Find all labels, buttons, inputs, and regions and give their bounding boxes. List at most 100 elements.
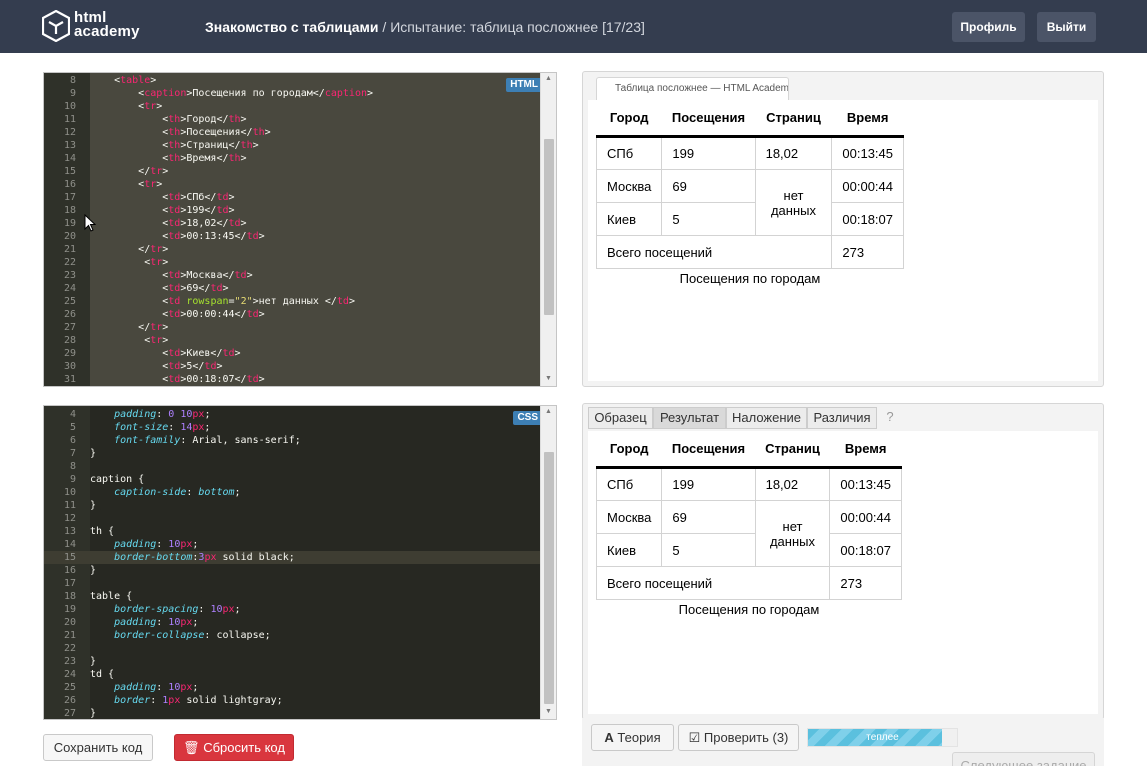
code-line[interactable]: 10 caption-side: bottom; bbox=[44, 486, 542, 499]
code-token: > bbox=[162, 257, 169, 268]
table-row: СПб 199 18,02 00:13:45 bbox=[595, 136, 904, 170]
code-line[interactable]: 30 <td>5</td> bbox=[44, 360, 542, 373]
code-line[interactable]: 7} bbox=[44, 447, 542, 460]
theory-button[interactable]: A Теория bbox=[591, 724, 674, 751]
code-line[interactable]: 22 <tr> bbox=[44, 256, 542, 269]
code-line[interactable]: 12 bbox=[44, 512, 542, 525]
scroll-down-icon[interactable]: ▼ bbox=[545, 375, 552, 382]
code-token: : collapse; bbox=[204, 630, 271, 641]
tab-diff[interactable]: Различия bbox=[807, 407, 877, 429]
code-line[interactable]: 24 td { bbox=[44, 668, 542, 681]
code-token: >Время</ bbox=[180, 153, 229, 164]
code-line[interactable]: 8 bbox=[44, 460, 542, 473]
scroll-down-icon[interactable]: ▼ bbox=[545, 708, 552, 715]
profile-button[interactable]: Профиль bbox=[952, 12, 1025, 42]
code-line[interactable]: 27} bbox=[44, 707, 542, 719]
code-line[interactable]: 9 <caption>Посещения по городам</caption… bbox=[44, 87, 542, 100]
code-line[interactable]: 22 bbox=[44, 642, 542, 655]
scroll-up-icon[interactable]: ▲ bbox=[545, 408, 552, 415]
code-line[interactable]: 18 <td>199</td> bbox=[44, 204, 542, 217]
logo[interactable]: html academy bbox=[42, 10, 142, 44]
css-editor[interactable]: 4 padding: 0 10px; 5 font-size: 14px; 6 fo… bbox=[43, 405, 557, 720]
logout-button[interactable]: Выйти bbox=[1037, 12, 1096, 42]
code-line[interactable]: 11} bbox=[44, 499, 542, 512]
code-line[interactable]: 24 <td>69</td> bbox=[44, 282, 542, 295]
code-line[interactable]: 19 border-spacing: 10px; bbox=[44, 603, 542, 616]
code-line[interactable]: 20 <td>00:13:45</td> bbox=[44, 230, 542, 243]
code-line[interactable]: 14 padding: 10px; bbox=[44, 538, 542, 551]
code-line[interactable]: 16 <tr> bbox=[44, 178, 542, 191]
code-line[interactable]: 25 padding: 10px; bbox=[44, 681, 542, 694]
scroll-thumb[interactable] bbox=[544, 139, 554, 315]
code-line[interactable]: 21 border-collapse: collapse; bbox=[44, 629, 542, 642]
table-row: Москва 69 нет данных 00:00:44 bbox=[595, 169, 904, 236]
code-line[interactable]: 8 <table> bbox=[44, 74, 542, 87]
code-line[interactable]: 10 <tr> bbox=[44, 100, 542, 113]
next-task-button[interactable]: Следующее задание bbox=[952, 752, 1095, 766]
code-line[interactable]: 21 </tr> bbox=[44, 243, 542, 256]
browser-tab[interactable]: Таблица посложнее — HTML Academy bbox=[596, 77, 789, 100]
breadcrumb-course[interactable]: Знакомство с таблицами bbox=[205, 19, 379, 35]
html-editor[interactable]: 8 <table> 9 <caption>Посещения по городам… bbox=[43, 72, 557, 387]
css-code[interactable]: 4 padding: 0 10px; 5 font-size: 14px; 6 fo… bbox=[44, 408, 542, 719]
code-line[interactable]: 5 font-size: 14px; bbox=[44, 421, 542, 434]
tab-result[interactable]: Результат bbox=[653, 407, 726, 429]
html-scrollbar[interactable]: ▲ ▼ bbox=[540, 73, 556, 386]
code-token: > bbox=[246, 270, 253, 281]
table-cell: СПб bbox=[595, 467, 663, 501]
scroll-thumb[interactable] bbox=[544, 452, 554, 704]
table-header: Время bbox=[831, 100, 904, 138]
code-token: caption bbox=[324, 88, 367, 99]
code-line[interactable]: 31 <td>00:18:07</td> bbox=[44, 373, 542, 386]
code-line[interactable]: 25 <td rowspan="2">нет данных </td> bbox=[44, 295, 542, 308]
code-token: td bbox=[228, 218, 241, 229]
code-token: tr bbox=[150, 244, 163, 255]
code-token: th bbox=[228, 153, 241, 164]
code-line[interactable]: 27 </tr> bbox=[44, 321, 542, 334]
code-line[interactable]: 6 font-family: Arial, sans-serif; bbox=[44, 434, 542, 447]
code-line[interactable]: 15 border-bottom:3px solid black; bbox=[44, 551, 542, 564]
code-token: : bbox=[168, 422, 181, 433]
code-line[interactable]: 9 caption { bbox=[44, 473, 542, 486]
code-line[interactable]: 28 <tr> bbox=[44, 334, 542, 347]
code-line[interactable]: 23} bbox=[44, 655, 542, 668]
code-line[interactable]: 17 bbox=[44, 577, 542, 590]
reset-code-button[interactable]: 🗑 Сбросить код bbox=[174, 734, 294, 761]
code-line[interactable]: 16} bbox=[44, 564, 542, 577]
tab-sample[interactable]: Образец bbox=[588, 407, 653, 429]
code-token: ; bbox=[204, 422, 211, 433]
code-line[interactable]: 15 </tr> bbox=[44, 165, 542, 178]
code-token: solid black; bbox=[216, 552, 295, 563]
code-line[interactable]: 18 table { bbox=[44, 590, 542, 603]
code-line[interactable]: 26 border: 1px solid lightgray; bbox=[44, 694, 542, 707]
tab-overlay[interactable]: Наложение bbox=[726, 407, 807, 429]
code-line[interactable]: 29 <td>Киев</td> bbox=[44, 347, 542, 360]
html-code[interactable]: 8 <table> 9 <caption>Посещения по городам… bbox=[44, 74, 542, 386]
code-line[interactable]: 13 th { bbox=[44, 525, 542, 538]
code-line[interactable]: 20 padding: 10px; bbox=[44, 616, 542, 629]
scroll-up-icon[interactable]: ▲ bbox=[545, 75, 552, 82]
line-number: 17 bbox=[63, 578, 76, 589]
code-line[interactable]: 17 <td>СПб</td> bbox=[44, 191, 542, 204]
code-token: > bbox=[258, 374, 265, 385]
code-line[interactable]: 4 padding: 0 10px; bbox=[44, 408, 542, 421]
code-token: < bbox=[138, 101, 145, 112]
help-icon[interactable]: ? bbox=[886, 409, 894, 424]
code-token: px bbox=[168, 695, 181, 706]
logo-text: html academy bbox=[74, 10, 140, 39]
code-line[interactable]: 19 <td>18,02</td> bbox=[44, 217, 542, 230]
code-token: } bbox=[90, 448, 97, 459]
code-line[interactable]: 14 <th>Время</th> bbox=[44, 152, 542, 165]
save-code-button[interactable]: Сохранить код bbox=[43, 734, 153, 761]
code-line[interactable]: 13 <th>Страниц</th> bbox=[44, 139, 542, 152]
code-line[interactable]: 11 <th>Город</th> bbox=[44, 113, 542, 126]
table-total-label: Всего посещений bbox=[595, 235, 833, 269]
code-token: : bbox=[150, 695, 163, 706]
code-line[interactable]: 12 <th>Посещения</th> bbox=[44, 126, 542, 139]
code-line[interactable]: 26 <td>00:00:44</td> bbox=[44, 308, 542, 321]
code-token: td bbox=[216, 205, 229, 216]
check-button[interactable]: ☑ Проверить (3) bbox=[678, 724, 799, 751]
css-scrollbar[interactable]: ▲ ▼ bbox=[540, 406, 556, 719]
code-line[interactable]: 23 <td>Москва</td> bbox=[44, 269, 542, 282]
code-token: > bbox=[222, 283, 229, 294]
